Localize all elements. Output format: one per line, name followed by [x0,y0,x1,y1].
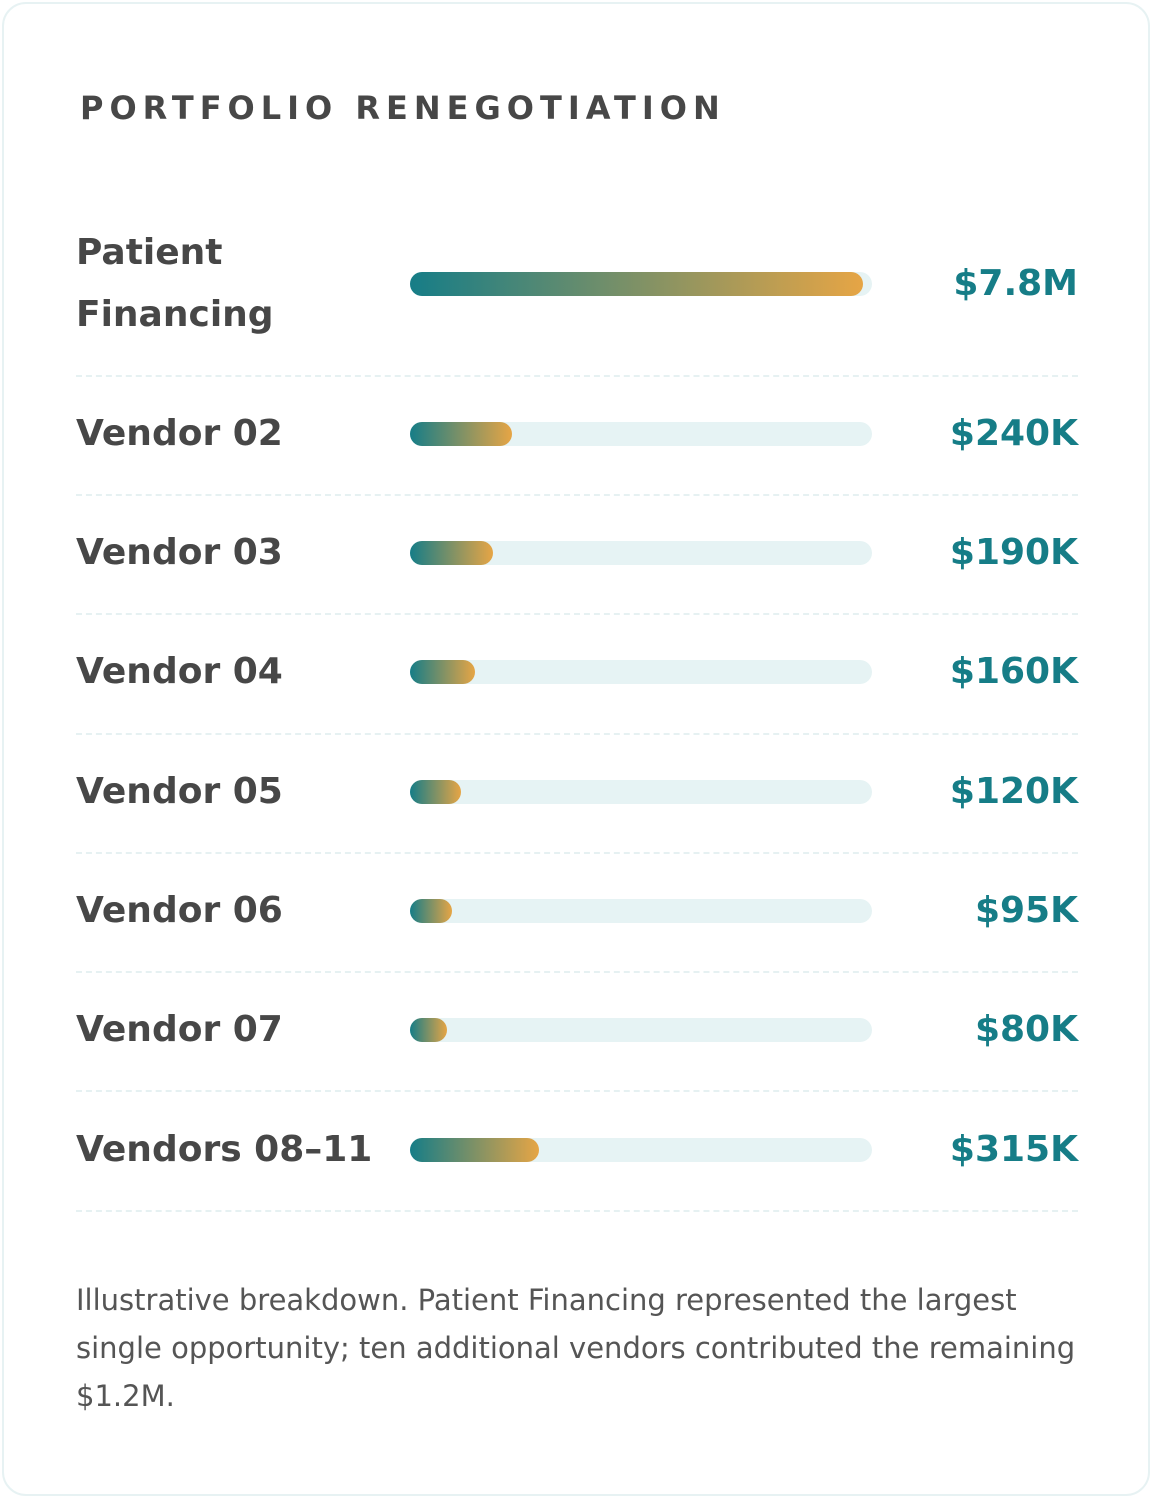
bar-track [410,541,872,565]
bar-track [410,422,872,446]
bar [410,660,475,684]
row-divider [76,1210,1078,1212]
category-label: Vendor 07 [76,1009,283,1050]
row-divider [76,613,1078,615]
value-label: $95K [974,890,1078,931]
row-divider [76,1090,1078,1092]
category-label: Vendor 06 [76,890,283,931]
card-title: PORTFOLIO RENEGOTIATION [80,89,726,127]
bar [410,899,452,923]
bar [410,422,512,446]
bar [410,541,493,565]
category-label: Vendor 05 [76,771,283,812]
value-label: $160K [949,651,1078,692]
bar [410,272,863,296]
row-divider [76,733,1078,735]
bar-track [410,780,872,804]
value-label: $7.8M [953,263,1078,304]
bar-track [410,1138,872,1162]
bar-track [410,1018,872,1042]
footnote: Illustrative breakdown. Patient Financin… [76,1283,1076,1413]
value-label: $120K [949,771,1078,812]
value-label: $240K [949,413,1078,454]
value-label: $190K [949,532,1078,573]
bar-track [410,272,872,296]
bar [410,1018,447,1042]
row-divider [76,494,1078,496]
category-label: Patient Financing [76,232,274,335]
category-label: Vendors 08–11 [76,1129,373,1170]
value-label: $80K [974,1009,1078,1050]
category-label: Vendor 04 [76,651,283,692]
bar [410,1138,539,1162]
row-divider [76,971,1078,973]
row-divider [76,375,1078,377]
category-label: Vendor 03 [76,532,283,573]
row-divider [76,852,1078,854]
bar [410,780,461,804]
bar-track [410,899,872,923]
value-label: $315K [949,1129,1078,1170]
bar-track [410,660,872,684]
category-label: Vendor 02 [76,413,283,454]
